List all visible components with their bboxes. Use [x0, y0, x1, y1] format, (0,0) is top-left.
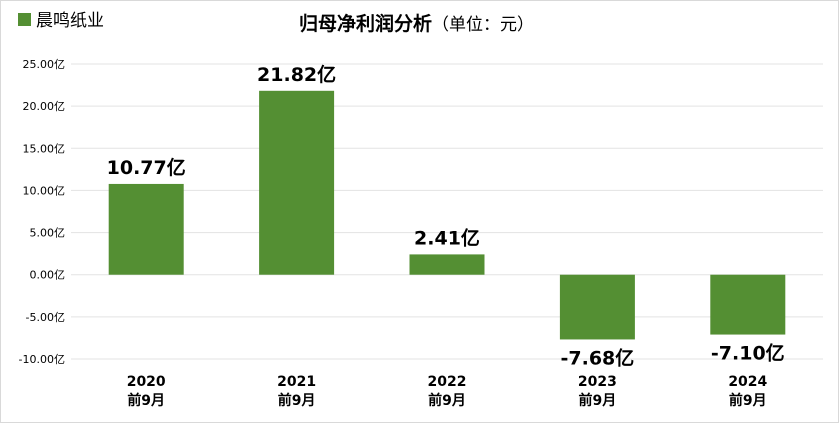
data-label: -7.68亿: [561, 346, 635, 369]
x-tick-label: 前9月: [428, 392, 466, 409]
y-tick-label: -10.00亿: [19, 353, 65, 366]
y-tick-label: 25.00亿: [23, 58, 66, 71]
data-label: 21.82亿: [257, 63, 336, 86]
x-tick-label: 2021: [277, 374, 316, 390]
x-tick-label: 前9月: [127, 392, 165, 409]
x-tick-label: 2024: [728, 374, 767, 390]
legend: 晨鸣纸业: [18, 11, 104, 31]
y-tick-label: 20.00亿: [23, 100, 66, 113]
chart-title-unit: （单位：元）: [432, 15, 534, 35]
bar: [259, 90, 335, 275]
y-axis-ticks: 25.00亿 20.00亿 15.00亿 10.00亿 5.00亿 0.00亿 -5.00亿…: [19, 58, 65, 366]
y-tick-label: -5.00亿: [26, 311, 65, 324]
data-label: 2.41亿: [414, 226, 480, 249]
x-axis-ticks: 2020 前9月 2021 前9月 2022 前9月 2023 前9月 2024 前9月: [127, 374, 768, 409]
data-label: -7.10亿: [711, 342, 785, 365]
bar: [710, 274, 786, 335]
legend-swatch: [18, 13, 31, 26]
bar: [409, 254, 485, 275]
chart-title: 归母净利润分析（单位：元）: [299, 12, 534, 35]
x-tick-label: 2023: [578, 374, 617, 390]
bar: [108, 183, 184, 275]
bars: [108, 90, 786, 340]
x-tick-label: 前9月: [729, 392, 767, 409]
gridlines: [71, 63, 823, 360]
x-tick-label: 2020: [127, 374, 166, 390]
bar: [559, 274, 635, 340]
chart-title-main: 归母净利润分析: [299, 12, 432, 35]
x-tick-label: 前9月: [579, 392, 617, 409]
y-tick-label: 5.00亿: [30, 227, 66, 240]
y-tick-label: 15.00亿: [23, 142, 66, 155]
x-tick-label: 2022: [428, 374, 467, 390]
legend-label: 晨鸣纸业: [36, 11, 104, 31]
y-tick-label: 0.00亿: [30, 269, 66, 282]
y-tick-label: 10.00亿: [23, 184, 66, 197]
data-labels: 10.77亿 21.82亿 2.41亿 -7.68亿 -7.10亿: [107, 63, 785, 370]
data-label: 10.77亿: [107, 156, 186, 179]
x-tick-label: 前9月: [278, 392, 316, 409]
